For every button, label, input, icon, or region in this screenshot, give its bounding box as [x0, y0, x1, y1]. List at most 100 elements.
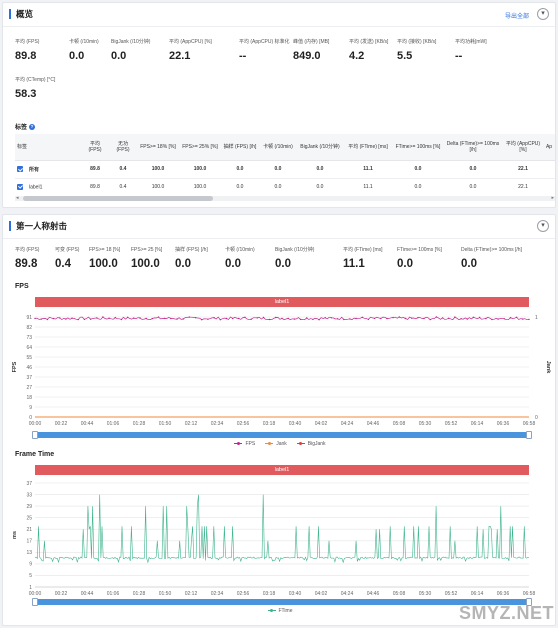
fps-point: [231, 317, 234, 320]
overview-title: 概览: [9, 9, 33, 19]
column-header[interactable]: 抽样 (FPS) [/h]: [221, 134, 259, 161]
fps-point: [404, 317, 407, 320]
column-header[interactable]: 卡顿 (/10min): [259, 134, 297, 161]
fps-section-collapse-chevron-icon[interactable]: ▾: [537, 220, 549, 232]
fps-metric: 平均 (FTime) [ms] 11.1: [343, 247, 383, 271]
legend-item[interactable]: FPS: [234, 441, 255, 447]
tags-table: 标签 平均 (FPS) 无功 (FPS) FPS>= 18% [%] FPS>= 25%…: [15, 134, 555, 197]
fps-point: [207, 318, 209, 320]
fps-point: [441, 317, 444, 319]
metric-label: FPS>= 18 [%]: [89, 247, 121, 253]
fps-slider-right-handle[interactable]: [526, 431, 532, 439]
legend-swatch: [234, 441, 243, 445]
column-header[interactable]: FTime>= 100ms [%]: [393, 134, 443, 161]
table-cell: 100.0: [179, 178, 221, 197]
fps-point: [411, 317, 413, 319]
legend-label: Jank: [276, 441, 287, 447]
fps-point: [367, 318, 370, 321]
column-header[interactable]: 平均 (AppCPU) [%]: [503, 134, 543, 161]
frametime-slider-left-handle[interactable]: [32, 598, 38, 606]
y-axis-label: FPS: [12, 361, 18, 372]
fps-point: [102, 316, 104, 318]
metric-label: 平均 (AppCPU) [%]: [169, 39, 212, 45]
frametime-slider-right-handle[interactable]: [526, 598, 532, 606]
overview-metric: 平均 (CTemp) [°C] 58.3: [15, 77, 55, 101]
tags-horizontal-scrollbar[interactable]: ◂ ▸: [15, 195, 555, 201]
column-header[interactable]: FPS>= 18% [%]: [137, 134, 179, 161]
fps-point: [435, 316, 438, 318]
legend-swatch: [296, 441, 305, 445]
metric-label: 平均 (发送) [KB/s]: [349, 39, 389, 45]
overview-metric: 平均功耗[mW] --: [455, 39, 487, 63]
fps-section-title: 第一人称射击: [9, 221, 67, 231]
table-cell: [543, 178, 555, 197]
x-tick-label: 03:40: [289, 421, 302, 427]
help-icon[interactable]: ?: [29, 124, 36, 131]
fps-chart-zoom-slider[interactable]: [32, 431, 532, 439]
metric-label: 平均 (FPS): [15, 39, 40, 45]
scrollbar-thumb[interactable]: [23, 196, 213, 201]
table-cell: 89.8: [81, 178, 109, 197]
column-header[interactable]: FPS>= 25% [%]: [179, 134, 221, 161]
column-header[interactable]: 无功 (FPS): [109, 134, 137, 161]
frametime-chart-zoom-slider[interactable]: [32, 598, 532, 606]
fps-slider-left-handle[interactable]: [32, 431, 38, 439]
y-tick-label: 73: [26, 335, 32, 341]
fps-point: [386, 317, 388, 320]
x-tick-label: 02:56: [237, 591, 250, 597]
row-checkbox[interactable]: [17, 166, 23, 173]
x-tick-label: 05:30: [419, 421, 432, 427]
export-all-link[interactable]: 导出全部: [504, 14, 529, 20]
fps-point: [466, 318, 468, 320]
table-row[interactable]: label1 89.8 0.4 100.0 100.0 0.0 0.0 0.0 11.1 0.0 0…: [15, 178, 555, 197]
metric-value: 849.0: [293, 50, 321, 62]
y-tick-label: 64: [26, 345, 32, 351]
column-header[interactable]: 平均 (FTime) [ms]: [343, 134, 393, 161]
scroll-right-arrow-icon[interactable]: ▸: [551, 195, 554, 201]
fps-point: [448, 317, 450, 319]
fps-metric: FPS>= 18 [%] 100.0: [89, 247, 120, 271]
metric-label: FPS>= 25 [%]: [131, 247, 163, 253]
x-tick-label: 03:18: [263, 591, 276, 597]
overview-collapse-chevron-icon[interactable]: ▾: [537, 8, 549, 20]
scroll-left-arrow-icon[interactable]: ◂: [16, 195, 19, 201]
column-header[interactable]: 标签: [15, 134, 81, 161]
fps-chart-label-banner[interactable]: label1: [35, 297, 529, 307]
frametime-chart-legend: FTime: [3, 608, 557, 614]
column-header[interactable]: 平均 (FPS): [81, 134, 109, 161]
x-tick-label: 05:08: [393, 591, 406, 597]
frametime-chart-label-banner[interactable]: label1: [35, 465, 529, 475]
legend-item[interactable]: Jank: [265, 441, 287, 447]
x-tick-label: 01:50: [159, 591, 172, 597]
row-checkbox[interactable]: [17, 183, 23, 190]
fps-metric: FTime>= 100ms [%] 0.0: [397, 247, 442, 271]
overview-metric: 平均 (AppCPU) [%] 22.1: [169, 39, 212, 63]
x-tick-label: 00:22: [55, 421, 68, 427]
fps-point: [71, 317, 73, 319]
column-header[interactable]: Ap: [543, 134, 555, 161]
x-tick-label: 06:58: [523, 421, 536, 427]
legend-item[interactable]: FTime: [267, 608, 293, 614]
metric-value: 0.0: [111, 50, 127, 62]
table-cell: 0.0: [259, 178, 297, 197]
fps-point: [324, 317, 326, 319]
overview-header: 概览 导出全部 ▾: [3, 3, 555, 27]
table-cell: 0.0: [443, 178, 503, 197]
metric-label: BigJank (/10分钟): [111, 39, 151, 45]
tags-heading: 标签?: [15, 122, 36, 131]
fps-chart-title: FPS: [15, 283, 29, 290]
column-header[interactable]: Delta (FTime)>= 100ms [/h]: [443, 134, 503, 161]
table-row[interactable]: 所有 89.8 0.4 100.0 100.0 0.0 0.0 0.0 11.1 0.0 0.0 22…: [15, 160, 555, 179]
metric-label: FTime>= 100ms [%]: [397, 247, 442, 253]
column-header[interactable]: BigJank (/10分钟): [297, 134, 343, 161]
legend-item[interactable]: BigJank: [296, 441, 326, 447]
y-tick-label: 5: [29, 573, 32, 579]
tags-table-header: 标签 平均 (FPS) 无功 (FPS) FPS>= 18% [%] FPS>= 25%…: [15, 134, 555, 161]
metric-value: 0.0: [69, 50, 85, 62]
table-cell: 0.4: [109, 178, 137, 197]
fps-point: [170, 317, 172, 320]
legend-label: FTime: [278, 608, 293, 614]
fps-point: [330, 317, 333, 319]
fps-point: [34, 317, 36, 320]
metric-value: 0.0: [225, 258, 241, 270]
